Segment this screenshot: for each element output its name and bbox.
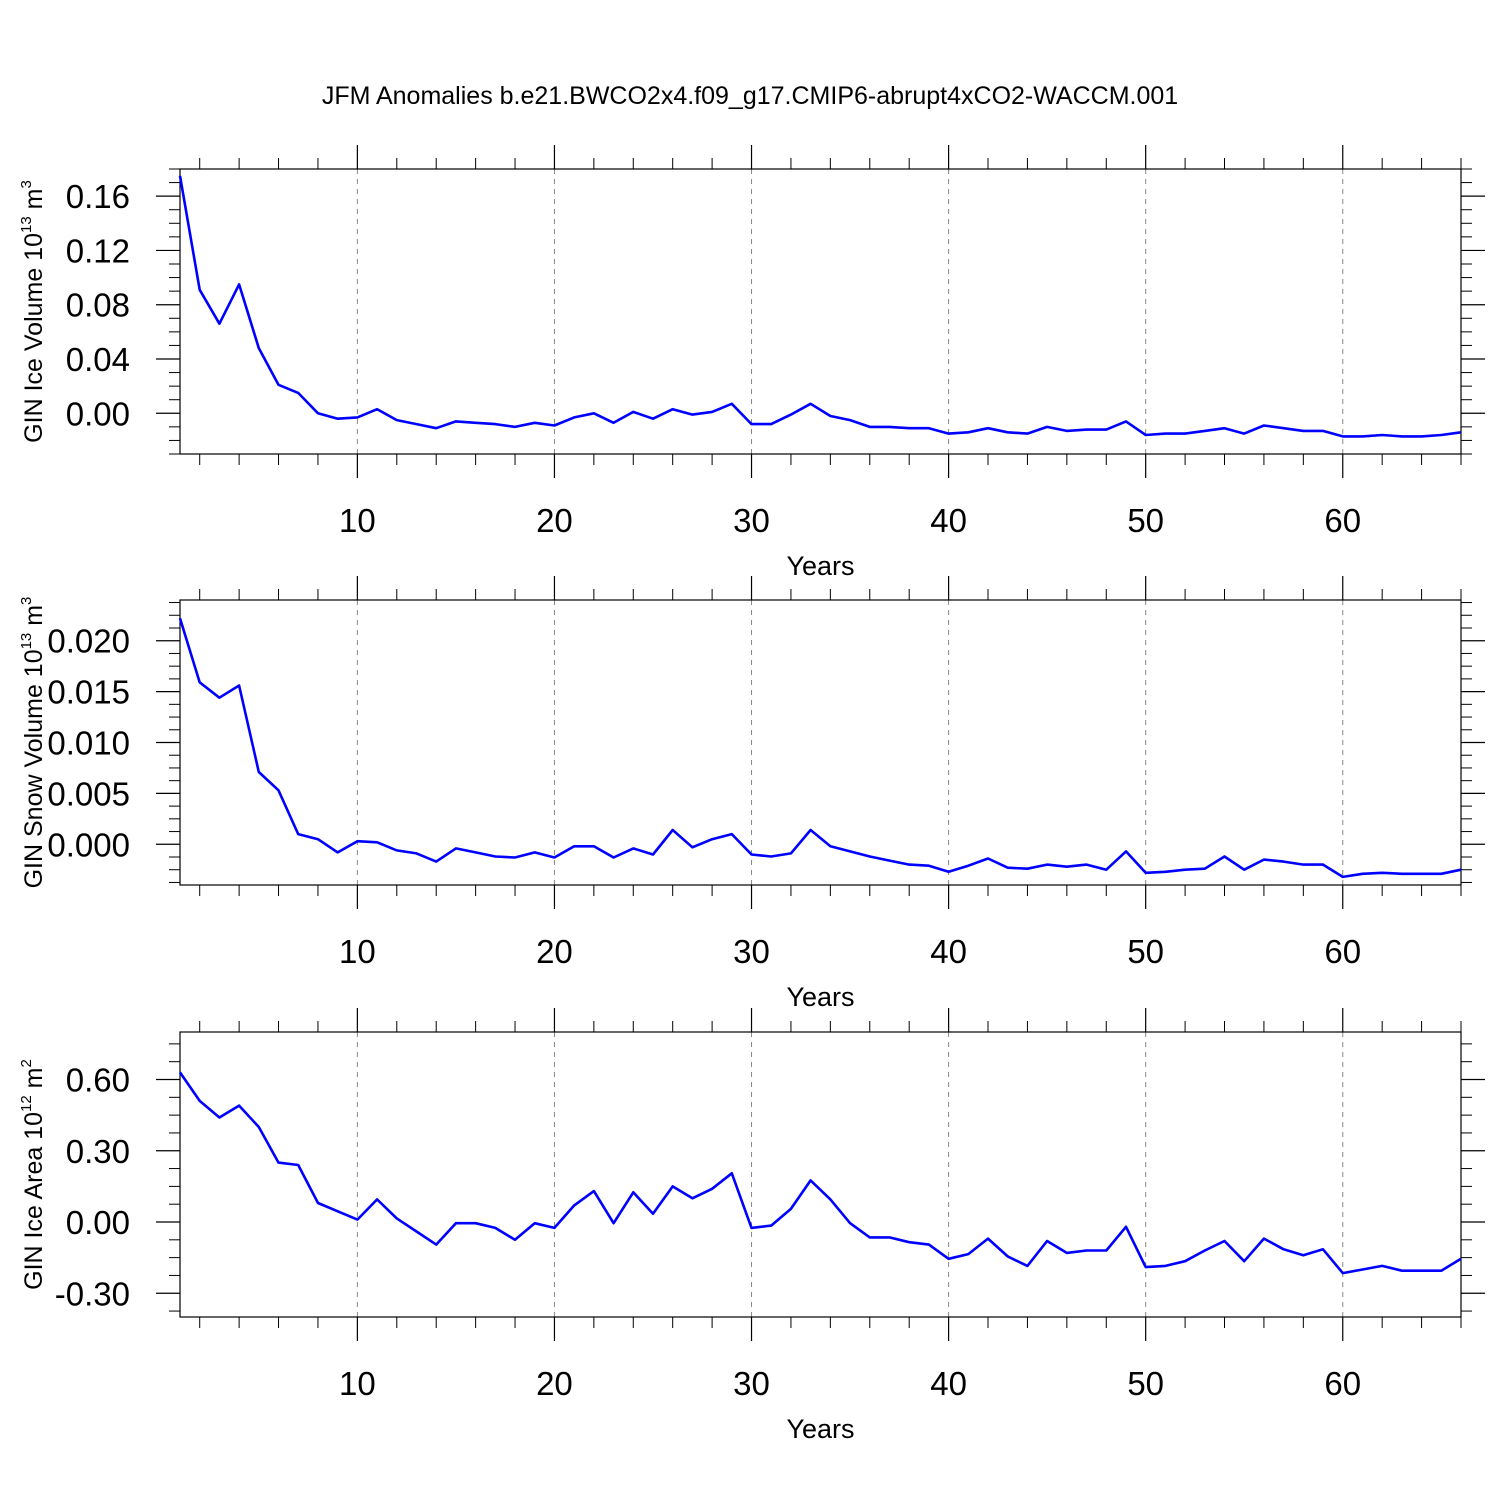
y-tick-label: 0.60 [66, 1062, 130, 1099]
x-tick-label: 60 [1324, 933, 1361, 970]
y-axis-label: GIN Ice Area 1012 m2 [18, 1059, 48, 1290]
chart-panel-1: 10 20 30 40 50 60 0.16 0.12 0.08 0.04 0.00 Years GIN… [18, 145, 1485, 581]
series-line-gin-ice-volume [178, 175, 1462, 438]
y-tick-label: 0.30 [66, 1133, 130, 1170]
y-tick-label: 0.000 [47, 826, 130, 863]
x-tick-label: 10 [339, 1365, 376, 1402]
y-tick-label: 0.12 [66, 232, 130, 269]
x-axis-label: Years [786, 551, 854, 581]
x-tick-label: 40 [930, 1365, 967, 1402]
y-tick-label: 0.04 [66, 341, 130, 378]
y-tick-label: 0.08 [66, 287, 130, 324]
y-tick-label: 0.020 [47, 623, 130, 660]
y-tick-label: 0.00 [66, 395, 130, 432]
y-tick-label: -0.30 [55, 1275, 130, 1312]
chart-panel-2: 10 20 30 40 50 60 0.020 0.015 0.010 0.005 0.000 Yea… [18, 576, 1485, 1012]
x-axis-label: Years [786, 1414, 854, 1444]
x-tick-label: 60 [1324, 1365, 1361, 1402]
x-tick-label: 20 [536, 502, 573, 539]
x-tick-label: 30 [733, 933, 770, 970]
x-tick-label: 40 [930, 502, 967, 539]
y-tick-label: 0.00 [66, 1204, 130, 1241]
x-tick-label: 30 [733, 1365, 770, 1402]
x-tick-label: 30 [733, 502, 770, 539]
y-axis-label: GIN Snow Volume 1013 m3 [18, 597, 48, 889]
plot-frame [179, 168, 1462, 455]
x-tick-label: 60 [1324, 502, 1361, 539]
figure-title: JFM Anomalies b.e21.BWCO2x4.f09_g17.CMIP… [321, 82, 1179, 110]
series-line-gin-ice-area [178, 1071, 1462, 1275]
y-tick-label: 0.005 [47, 775, 130, 812]
y-tick-label: 0.015 [47, 674, 130, 711]
plot-frame [179, 1031, 1462, 1318]
y-axis-label: GIN Ice Volume 1013 m3 [18, 180, 48, 443]
x-tick-label: 50 [1127, 1365, 1164, 1402]
x-tick-label: 50 [1127, 502, 1164, 539]
x-tick-label: 10 [339, 502, 376, 539]
y-tick-label: 0.16 [66, 178, 130, 215]
y-tick-label: 0.010 [47, 725, 130, 762]
plot-frame [179, 599, 1462, 886]
x-tick-label: 50 [1127, 933, 1164, 970]
x-tick-label: 40 [930, 933, 967, 970]
x-tick-label: 20 [536, 1365, 573, 1402]
series-line-gin-snow-volume [178, 617, 1462, 879]
chart-panel-3: 10 20 30 40 50 60 0.60 0.30 0.00 -0.30 Years GIN Ic… [18, 1008, 1485, 1444]
x-tick-label: 10 [339, 933, 376, 970]
x-axis-label: Years [786, 982, 854, 1012]
x-tick-label: 20 [536, 933, 573, 970]
